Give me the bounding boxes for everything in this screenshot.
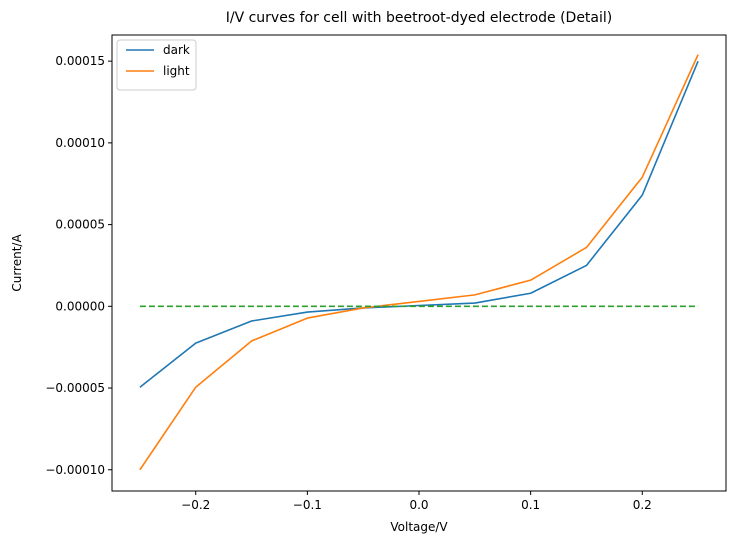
series-line-light (139, 54, 699, 471)
x-tick-label: 0.2 (633, 498, 652, 512)
y-tick-label: 0.00000 (55, 299, 105, 313)
chart-title: I/V curves for cell with beetroot-dyed e… (226, 10, 613, 26)
legend-box (116, 39, 197, 91)
series-line-dark (139, 60, 699, 388)
x-tick-label: −0.2 (181, 498, 210, 512)
y-axis-label: Current/A (10, 234, 24, 292)
y-tick-label: −0.00005 (45, 381, 105, 395)
y-tick-label: 0.00010 (55, 136, 105, 150)
y-tick-label: 0.00005 (55, 218, 105, 232)
x-tick-label: 0.1 (521, 498, 540, 512)
legend-label-light: light (163, 64, 190, 78)
plot-frame (111, 34, 727, 492)
x-axis-label: Voltage/V (390, 520, 448, 534)
x-tick-label: −0.1 (293, 498, 322, 512)
legend-label-dark: dark (163, 43, 190, 57)
x-tick-label: 0.0 (409, 498, 428, 512)
legend: dark light (116, 39, 197, 91)
y-tick-label: 0.00015 (55, 54, 105, 68)
y-tick-label: −0.00010 (45, 463, 105, 477)
